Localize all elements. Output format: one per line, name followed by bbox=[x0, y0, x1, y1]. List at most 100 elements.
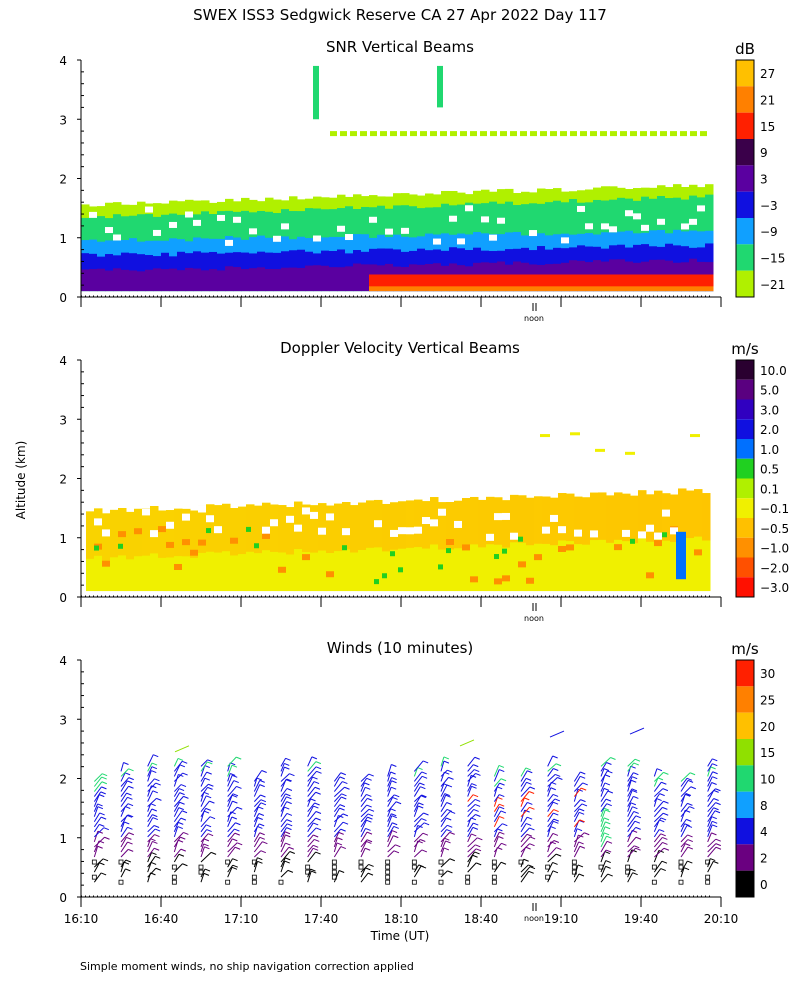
wind-barb-flag bbox=[311, 756, 318, 760]
snr-cell bbox=[400, 131, 407, 137]
wind-barb bbox=[200, 795, 207, 807]
doppler-cell bbox=[566, 493, 575, 592]
wind-barb bbox=[387, 786, 392, 797]
wind-barb-flag bbox=[553, 809, 559, 813]
wind-barb bbox=[253, 857, 258, 868]
doppler-cell bbox=[702, 493, 711, 541]
wind-barb bbox=[573, 846, 581, 858]
wind-barb bbox=[173, 832, 184, 843]
wind-barb-flag bbox=[97, 806, 104, 810]
wind-barb-flag bbox=[579, 808, 585, 812]
wind-barb-flag bbox=[102, 858, 109, 862]
wind-barb-flag bbox=[125, 868, 131, 872]
snr-cell bbox=[609, 286, 618, 292]
wind-barb-flag bbox=[663, 771, 669, 775]
snr-cell bbox=[425, 274, 434, 292]
wind-barb bbox=[227, 775, 233, 787]
wind-barb-flag bbox=[528, 870, 534, 874]
wind-barb-flag bbox=[177, 757, 184, 761]
doppler-cell bbox=[94, 508, 103, 556]
wind-barb-flag bbox=[421, 771, 427, 775]
colorbar-frame bbox=[735, 359, 755, 598]
wind-barb bbox=[653, 837, 663, 848]
wind-barb-flag bbox=[662, 836, 668, 840]
wind-barb bbox=[333, 837, 338, 848]
wind-barb-flag bbox=[713, 789, 719, 793]
calm-marker bbox=[571, 859, 577, 865]
wind-barb bbox=[547, 862, 554, 873]
doppler-cell bbox=[286, 507, 295, 555]
snr-colorbar: dB 27 21 15 9 3 −3 −9 −15 −21 bbox=[735, 40, 785, 298]
wind-barb bbox=[627, 788, 633, 797]
wind-barb bbox=[707, 758, 713, 767]
snr-cell bbox=[569, 274, 578, 292]
snr-cell bbox=[649, 274, 658, 292]
wind-barb bbox=[600, 762, 607, 772]
snr-cell bbox=[321, 265, 330, 292]
calm-marker bbox=[171, 879, 177, 885]
wind-barb-flag bbox=[685, 843, 691, 847]
wind-barb-flag bbox=[553, 818, 559, 822]
wind-barb-flag bbox=[152, 790, 158, 794]
wind-barb bbox=[680, 867, 685, 878]
wind-barb bbox=[120, 814, 129, 823]
doppler-panel-title: Doppler Velocity Vertical Beams bbox=[280, 339, 520, 357]
doppler-cell bbox=[174, 563, 182, 570]
snr-gap bbox=[689, 218, 697, 225]
doppler-cell bbox=[382, 503, 391, 552]
wind-barb-flag bbox=[687, 779, 694, 783]
calm-marker bbox=[651, 864, 657, 870]
wind-barb bbox=[307, 802, 316, 812]
wind-barb bbox=[307, 834, 314, 843]
wind-barb-flag bbox=[340, 772, 346, 776]
snr-gap bbox=[169, 221, 177, 228]
wind-barb bbox=[707, 846, 717, 858]
wind-barb-flag bbox=[312, 847, 319, 851]
wind-barb-flag bbox=[205, 824, 212, 828]
colorbar-swatch bbox=[736, 165, 754, 192]
doppler-gap bbox=[590, 530, 598, 538]
wind-barb bbox=[173, 772, 183, 782]
wind-barb bbox=[200, 761, 208, 772]
wind-barb-flag bbox=[178, 821, 184, 825]
wind-barb bbox=[653, 833, 662, 843]
doppler-gap bbox=[438, 508, 446, 516]
doppler-cell bbox=[494, 497, 503, 545]
wind-barb bbox=[627, 820, 636, 833]
wind-barb bbox=[253, 777, 258, 787]
wind-barb-flag bbox=[529, 866, 536, 870]
doppler-gap bbox=[646, 524, 654, 532]
calm-marker bbox=[171, 874, 177, 880]
wind-barb bbox=[93, 803, 99, 812]
doppler-gap bbox=[622, 529, 630, 537]
colorbar-swatch bbox=[736, 498, 754, 518]
colorbar-label: 25 bbox=[760, 694, 775, 708]
wind-barb bbox=[413, 802, 419, 812]
snr-cell bbox=[561, 274, 570, 292]
doppler-cell bbox=[494, 578, 502, 585]
wind-barb bbox=[120, 780, 128, 792]
calm-marker bbox=[331, 859, 337, 865]
wind-barb bbox=[573, 828, 578, 838]
wind-barb-flag bbox=[204, 765, 210, 769]
wind-barb-flag bbox=[687, 846, 694, 850]
wind-barb bbox=[600, 757, 611, 767]
snr-cell bbox=[550, 131, 557, 137]
wind-barb bbox=[147, 782, 157, 792]
wind-barb bbox=[227, 756, 237, 767]
doppler-cell bbox=[278, 566, 286, 573]
wind-barb-flag bbox=[203, 872, 210, 876]
doppler-panel: Doppler Velocity Vertical Beams 0 1 2 3 4 noo… bbox=[59, 339, 789, 623]
wind-barb-flag bbox=[260, 799, 267, 803]
wind-barb bbox=[147, 798, 157, 808]
snr-cell bbox=[481, 274, 490, 292]
wind-barb bbox=[200, 824, 207, 833]
snr-gap bbox=[433, 238, 441, 245]
wind-barb bbox=[307, 851, 316, 863]
wind-barb-flag bbox=[232, 774, 238, 778]
wind-barb-flag bbox=[687, 839, 693, 843]
wind-barb bbox=[467, 773, 476, 782]
wind-barb bbox=[413, 795, 422, 807]
wind-barb bbox=[120, 859, 127, 868]
wind-barb-flag bbox=[366, 840, 372, 844]
